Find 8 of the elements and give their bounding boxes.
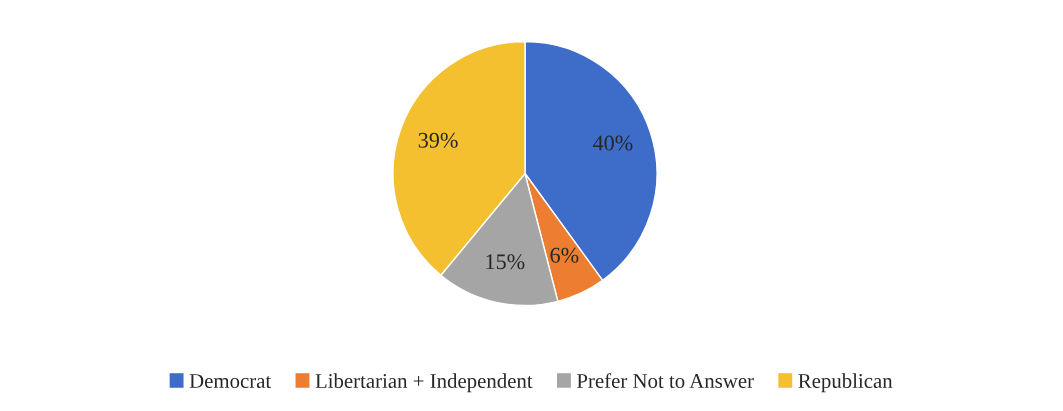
data-label: 40% bbox=[592, 135, 633, 151]
legend-label: Democrat bbox=[189, 374, 272, 389]
data-label: 15% bbox=[486, 254, 525, 270]
legend-label: Libertarian + Independent bbox=[315, 373, 533, 393]
data-label: 39% bbox=[418, 132, 458, 148]
legend-label: Prefer Not to Answer bbox=[577, 373, 754, 389]
legend-label: Republican bbox=[798, 373, 893, 393]
data-label: 6% bbox=[550, 247, 579, 263]
